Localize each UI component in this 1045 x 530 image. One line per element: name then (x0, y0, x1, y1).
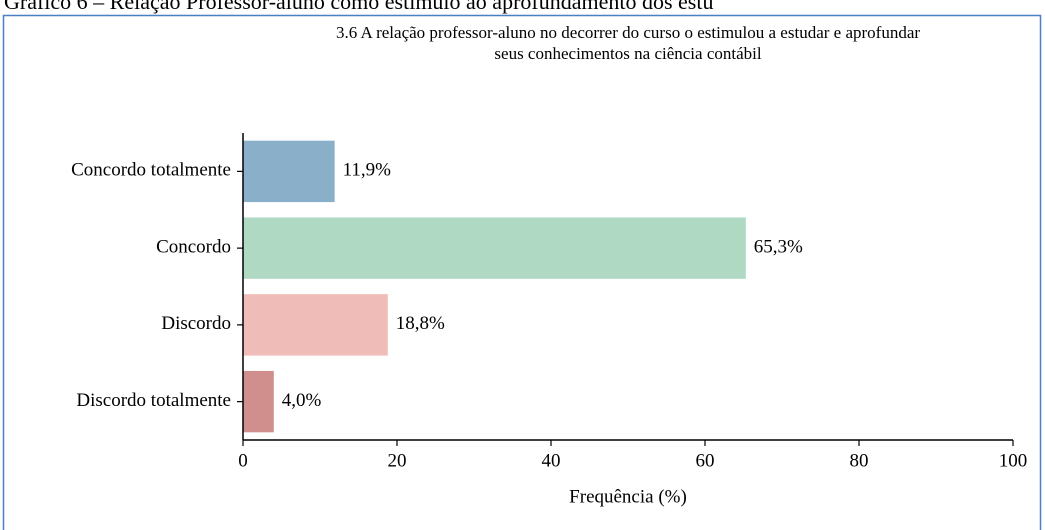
value-label: 65,3% (754, 236, 803, 257)
bar (243, 294, 388, 356)
y-tick-label: Discordo (161, 313, 231, 334)
chart-title: 3.6 A relação professor-aluno no decorre… (336, 23, 920, 42)
y-tick-label: Concordo totalmente (71, 160, 231, 181)
value-label: 18,8% (396, 313, 445, 334)
frame (2, 14, 1042, 530)
value-label: 4,0% (282, 390, 322, 411)
y-tick-label: Concordo (156, 236, 231, 257)
chart-title: seus conhecimentos na ciência contábil (494, 44, 761, 63)
x-tick-label: 60 (696, 450, 715, 471)
caption: Gráfico 6 – Relação Professor-aluno como… (4, 0, 713, 14)
x-tick-label: 40 (542, 450, 561, 471)
bar (243, 140, 335, 203)
x-tick-label: 0 (238, 450, 248, 471)
x-axis-label: Frequência (%) (569, 486, 687, 507)
x-tick-label: 80 (850, 450, 869, 471)
bar (243, 370, 274, 433)
x-tick-label: 100 (999, 450, 1028, 471)
y-tick-label: Discordo totalmente (76, 390, 231, 411)
x-tick-label: 20 (388, 450, 407, 471)
bar (243, 217, 746, 279)
value-label: 11,9% (343, 160, 392, 181)
